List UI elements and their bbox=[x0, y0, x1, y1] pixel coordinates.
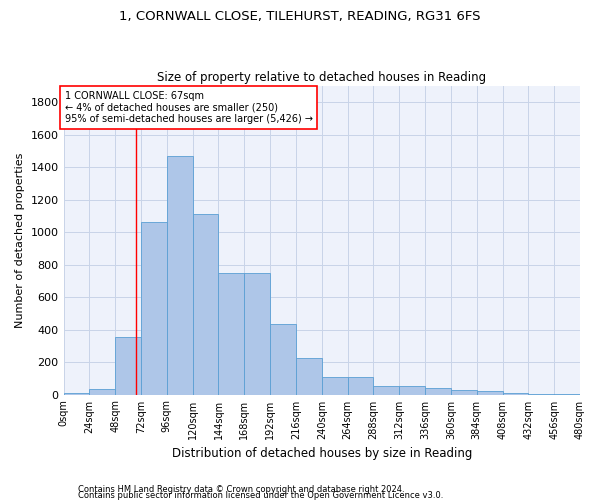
Text: 1 CORNWALL CLOSE: 67sqm
← 4% of detached houses are smaller (250)
95% of semi-de: 1 CORNWALL CLOSE: 67sqm ← 4% of detached… bbox=[65, 91, 313, 124]
Bar bbox=[399, 386, 425, 394]
Bar bbox=[347, 376, 373, 394]
Bar bbox=[477, 392, 503, 394]
Bar bbox=[244, 273, 270, 394]
Bar bbox=[89, 389, 115, 394]
Bar bbox=[373, 386, 399, 394]
Bar bbox=[167, 156, 193, 394]
Bar bbox=[141, 222, 167, 394]
Bar bbox=[503, 393, 529, 394]
Bar bbox=[64, 393, 89, 394]
Bar bbox=[296, 358, 322, 395]
Y-axis label: Number of detached properties: Number of detached properties bbox=[15, 152, 25, 328]
Text: Contains public sector information licensed under the Open Government Licence v3: Contains public sector information licen… bbox=[78, 491, 443, 500]
Bar bbox=[451, 390, 477, 394]
Bar bbox=[115, 337, 141, 394]
Bar bbox=[218, 273, 244, 394]
Bar bbox=[322, 376, 347, 394]
Bar bbox=[425, 388, 451, 394]
Text: 1, CORNWALL CLOSE, TILEHURST, READING, RG31 6FS: 1, CORNWALL CLOSE, TILEHURST, READING, R… bbox=[119, 10, 481, 23]
Text: Contains HM Land Registry data © Crown copyright and database right 2024.: Contains HM Land Registry data © Crown c… bbox=[78, 485, 404, 494]
Title: Size of property relative to detached houses in Reading: Size of property relative to detached ho… bbox=[157, 70, 487, 84]
Bar bbox=[270, 324, 296, 394]
Bar bbox=[193, 214, 218, 394]
X-axis label: Distribution of detached houses by size in Reading: Distribution of detached houses by size … bbox=[172, 447, 472, 460]
